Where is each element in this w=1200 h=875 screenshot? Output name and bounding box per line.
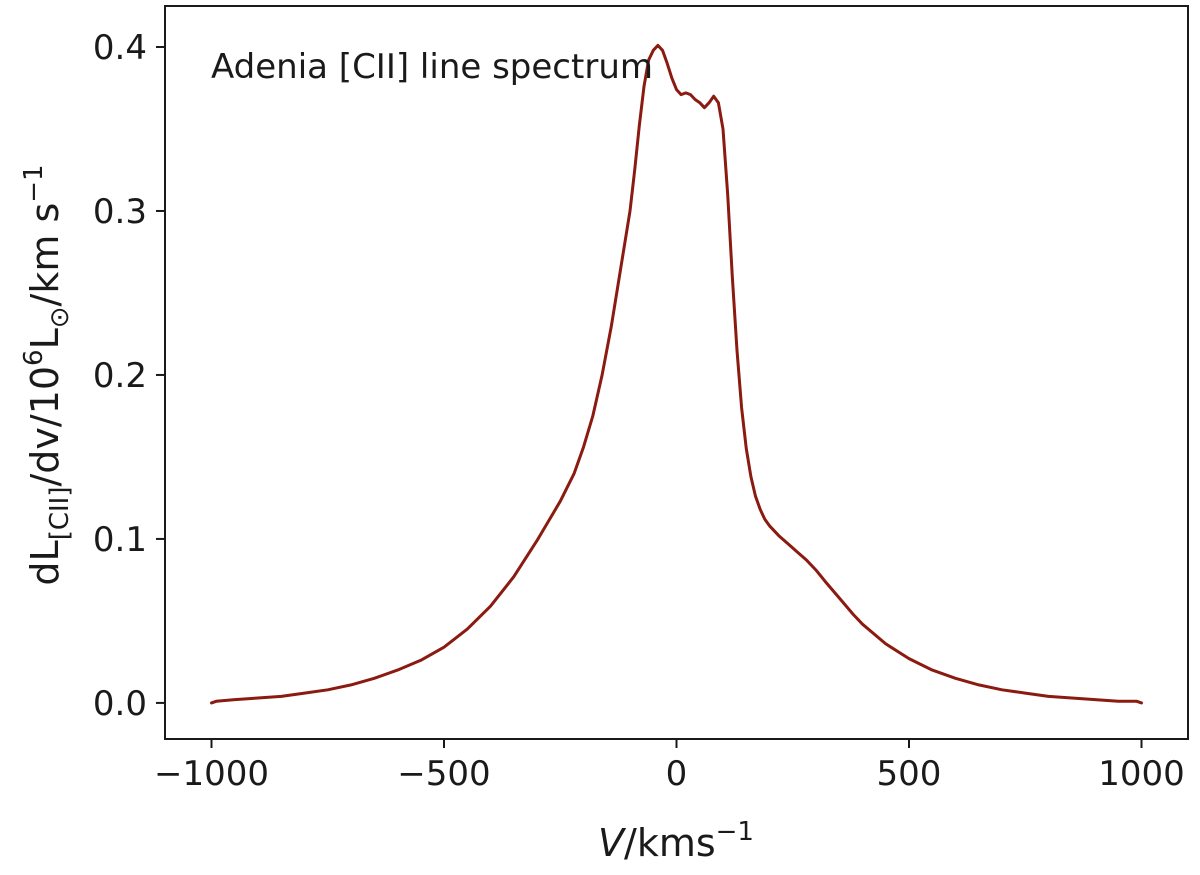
plot-frame xyxy=(164,5,1189,740)
y-label-part4: /km s xyxy=(23,203,67,307)
y-label-sup2: −1 xyxy=(19,164,49,202)
y-label-sub1: [CII] xyxy=(45,487,75,541)
x-tick-label: 500 xyxy=(877,754,942,794)
x-tick-label: 1000 xyxy=(1098,754,1185,794)
y-label-sub2: ⊙ xyxy=(45,306,75,328)
y-tick-label: 0.3 xyxy=(93,192,147,232)
y-label-part2: /dv/10 xyxy=(23,366,67,487)
y-tick-label: 0.4 xyxy=(93,28,147,68)
y-axis-ticks: 0.0 0.1 0.2 0.3 0.4 xyxy=(93,28,165,724)
y-label-part1: dL xyxy=(23,540,67,585)
x-axis-ticks: −1000 −500 0 500 1000 xyxy=(154,739,1185,794)
y-label-part3: L xyxy=(23,328,67,349)
x-axis-label-sup: −1 xyxy=(716,817,754,847)
y-tick-label: 0.2 xyxy=(93,356,147,396)
x-tick-label: −1000 xyxy=(154,754,269,794)
spectrum-line xyxy=(210,43,1143,705)
x-tick-label: 0 xyxy=(666,754,688,794)
y-tick-label: 0.0 xyxy=(93,684,147,724)
x-axis-label-unit: /kms xyxy=(624,821,716,865)
x-tick-label: −500 xyxy=(397,754,490,794)
chart-annotation: Adenia [CII] line spectrum xyxy=(211,47,653,87)
y-label-sup1: 6 xyxy=(19,349,49,366)
y-axis-label: dL[CII]/dv/106L⊙/km s−1 xyxy=(19,164,75,585)
x-axis-label-var: V xyxy=(598,821,627,865)
y-tick-label: 0.1 xyxy=(93,520,147,560)
x-axis-label: V/kms−1 xyxy=(598,817,754,865)
